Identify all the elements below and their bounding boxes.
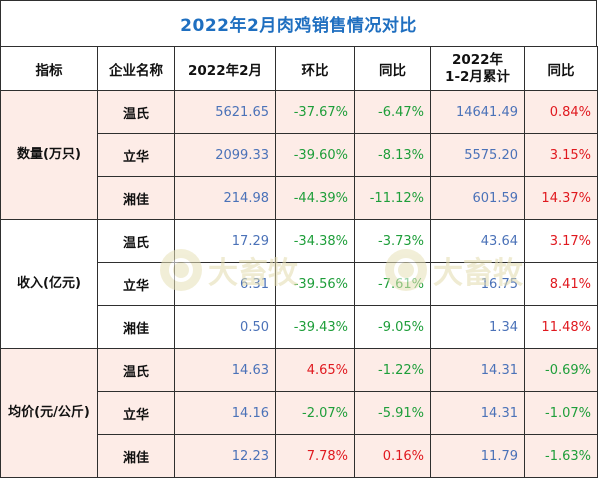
yoy-cell: -8.13% (354, 133, 431, 177)
yoy-cell: -3.73% (354, 219, 431, 263)
company-cell: 湘佳 (97, 176, 175, 220)
cumulative-cell: 1.34 (430, 305, 525, 349)
indicator-cell: 数量(万只) (0, 90, 98, 220)
month-value-cell: 17.29 (174, 219, 276, 263)
month-value-cell: 12.23 (174, 434, 276, 478)
company-cell: 温氏 (97, 219, 175, 263)
cumulative-cell: 5575.20 (430, 133, 525, 177)
cum-yoy-cell: 14.37% (524, 176, 598, 220)
mom-cell: -34.38% (275, 219, 355, 263)
cum-yoy-cell: 3.15% (524, 133, 598, 177)
table-title: 2022年2月肉鸡销售情况对比 (0, 0, 597, 46)
table-row: 湘佳 0.50 -39.43% -9.05% 1.34 11.48% (1, 305, 598, 349)
table-body: 数量(万只) 温氏 5621.65 -37.67% -6.47% 14641.49 0.84… (0, 90, 598, 478)
cum-yoy-cell: -1.07% (524, 391, 598, 435)
yoy-cell: -5.91% (354, 391, 431, 435)
cum-yoy-cell: 3.17% (524, 219, 598, 263)
table-row: 收入(亿元) 温氏 17.29 -34.38% -3.73% 43.64 3.17% (0, 219, 598, 349)
indicator-cell: 收入(亿元) (0, 219, 98, 349)
month-value-cell: 14.63 (174, 348, 276, 392)
company-cell: 立华 (97, 262, 175, 306)
cumulative-cell: 11.79 (430, 434, 525, 478)
company-cell: 立华 (97, 133, 175, 177)
table-row: 立华 6.31 -39.56% -7.61% 16.75 8.41% (1, 262, 598, 306)
header-cum-yoy: 同比 (524, 46, 598, 91)
mom-cell: -2.07% (275, 391, 355, 435)
month-value-cell: 0.50 (174, 305, 276, 349)
month-value-cell: 2099.33 (174, 133, 276, 177)
cum-yoy-cell: -1.63% (524, 434, 598, 478)
mom-cell: -44.39% (275, 176, 355, 220)
mom-cell: 7.78% (275, 434, 355, 478)
yoy-cell: 0.16% (354, 434, 431, 478)
company-cell: 湘佳 (97, 434, 175, 478)
header-cumulative-line2: 1-2月累计 (445, 68, 510, 85)
table-row: 立华 14.16 -2.07% -5.91% 14.31 -1.07% (1, 391, 598, 435)
header-mom: 环比 (275, 46, 355, 91)
header-cumulative: 2022年 1-2月累计 (430, 46, 525, 91)
sales-comparison-table: 指标 企业名称 2022年2月 环比 同比 2022年 1-2月累计 同比 数量(… (0, 46, 598, 478)
month-value-cell: 14.16 (174, 391, 276, 435)
cumulative-cell: 14641.49 (430, 90, 525, 134)
cumulative-cell: 601.59 (430, 176, 525, 220)
mom-cell: -39.43% (275, 305, 355, 349)
table-row: 均价(元/公斤) 温氏 14.63 4.65% -1.22% 14.31 -0.69% (0, 348, 598, 478)
yoy-cell: -9.05% (354, 305, 431, 349)
header-company: 企业名称 (97, 46, 175, 91)
cum-yoy-cell: 0.84% (524, 90, 598, 134)
header-row: 指标 企业名称 2022年2月 环比 同比 2022年 1-2月累计 同比 (0, 46, 598, 91)
cum-yoy-cell: 11.48% (524, 305, 598, 349)
table-row: 数量(万只) 温氏 5621.65 -37.67% -6.47% 14641.49 0.84… (0, 90, 598, 220)
company-cell: 湘佳 (97, 305, 175, 349)
table-row: 湘佳 214.98 -44.39% -11.12% 601.59 14.37% (1, 176, 598, 220)
month-value-cell: 214.98 (174, 176, 276, 220)
header-cumulative-line1: 2022年 (451, 51, 504, 68)
cumulative-cell: 14.31 (430, 348, 525, 392)
cumulative-cell: 43.64 (430, 219, 525, 263)
header-indicator: 指标 (0, 46, 98, 91)
mom-cell: 4.65% (275, 348, 355, 392)
yoy-cell: -11.12% (354, 176, 431, 220)
header-yoy: 同比 (354, 46, 431, 91)
month-value-cell: 6.31 (174, 262, 276, 306)
mom-cell: -39.56% (275, 262, 355, 306)
indicator-cell: 均价(元/公斤) (0, 348, 98, 478)
header-month: 2022年2月 (174, 46, 276, 91)
mom-cell: -39.60% (275, 133, 355, 177)
mom-cell: -37.67% (275, 90, 355, 134)
yoy-cell: -6.47% (354, 90, 431, 134)
month-value-cell: 5621.65 (174, 90, 276, 134)
cumulative-cell: 16.75 (430, 262, 525, 306)
table-row: 立华 2099.33 -39.60% -8.13% 5575.20 3.15% (1, 133, 598, 177)
company-cell: 立华 (97, 391, 175, 435)
yoy-cell: -1.22% (354, 348, 431, 392)
cum-yoy-cell: 8.41% (524, 262, 598, 306)
company-cell: 温氏 (97, 90, 175, 134)
cum-yoy-cell: -0.69% (524, 348, 598, 392)
yoy-cell: -7.61% (354, 262, 431, 306)
table-row: 湘佳 12.23 7.78% 0.16% 11.79 -1.63% (1, 434, 598, 478)
cumulative-cell: 14.31 (430, 391, 525, 435)
company-cell: 温氏 (97, 348, 175, 392)
